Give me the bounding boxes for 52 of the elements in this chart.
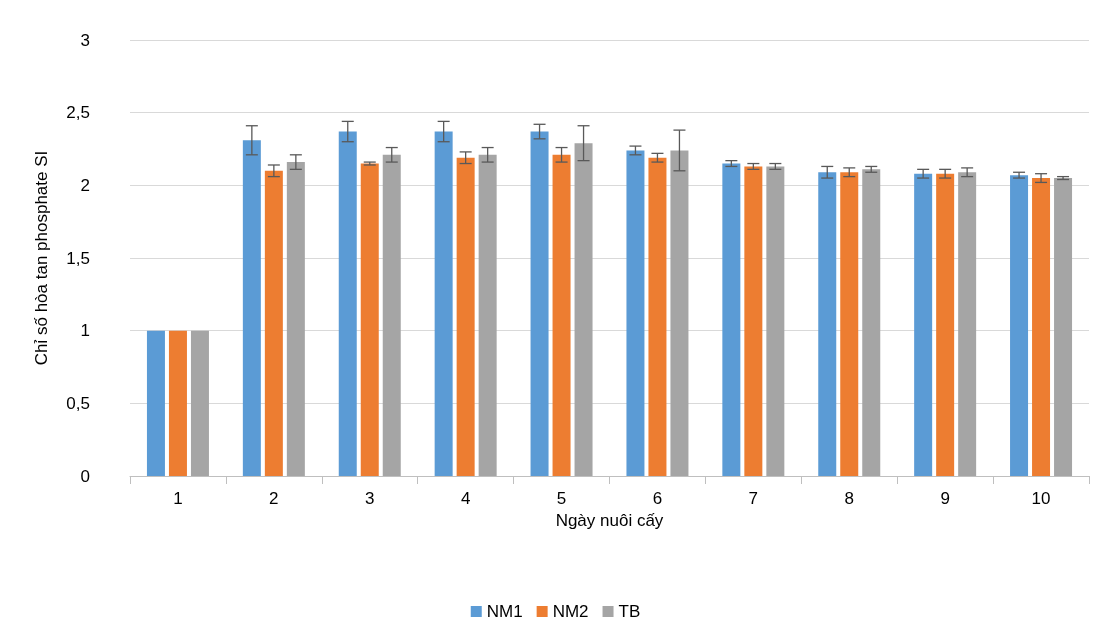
y-tick-label: 3 [80, 30, 90, 50]
bar [862, 169, 881, 476]
bar [478, 154, 497, 476]
legend-label: TB [618, 602, 641, 621]
y-tick-label: 1 [80, 321, 90, 341]
bar [958, 172, 977, 476]
bar [818, 172, 837, 476]
x-tick-label: 7 [748, 489, 759, 508]
bar [264, 170, 283, 476]
bar [648, 157, 667, 476]
bar [552, 154, 571, 476]
bar [146, 330, 165, 476]
bar [530, 131, 549, 476]
bar [338, 131, 357, 476]
bar [936, 173, 955, 476]
bar [722, 163, 741, 476]
bar [744, 166, 763, 476]
y-tick-label: 1,5 [66, 248, 90, 268]
y-tick-label: 0 [80, 466, 90, 486]
x-tick-label: 8 [844, 489, 854, 508]
bar [286, 162, 305, 476]
y-tick-label: 2 [80, 175, 90, 195]
bar [1054, 178, 1073, 476]
x-tick-label: 6 [652, 489, 663, 508]
y-tick-label: 2,5 [66, 103, 90, 123]
x-tick-label: 1 [173, 489, 183, 508]
bar [168, 330, 187, 476]
bar [190, 330, 209, 476]
bar [914, 173, 933, 476]
bar [1010, 175, 1029, 476]
bar [626, 150, 645, 476]
bar [456, 157, 475, 476]
x-tick-label: 2 [269, 489, 279, 508]
legend-label: NM1 [486, 602, 523, 621]
y-axis-title: Chỉ số hòa tan phosphate SI [32, 150, 51, 366]
x-axis-title: Ngày nuôi cấy [555, 510, 664, 530]
bar [434, 131, 453, 476]
x-tick-label: 3 [365, 489, 375, 508]
bar [360, 163, 379, 476]
x-tick-label: 5 [556, 489, 567, 508]
bar [382, 154, 401, 476]
bar [242, 140, 261, 476]
legend-label: NM2 [552, 602, 589, 621]
bar [840, 172, 859, 476]
x-tick-label: 4 [460, 489, 471, 508]
y-tick-label: 0,5 [66, 393, 90, 413]
bar [1032, 178, 1051, 476]
bar [766, 166, 785, 476]
bar [574, 143, 593, 476]
x-tick-label: 9 [940, 489, 950, 508]
bar [670, 150, 689, 476]
x-tick-label: 10 [1031, 489, 1051, 508]
